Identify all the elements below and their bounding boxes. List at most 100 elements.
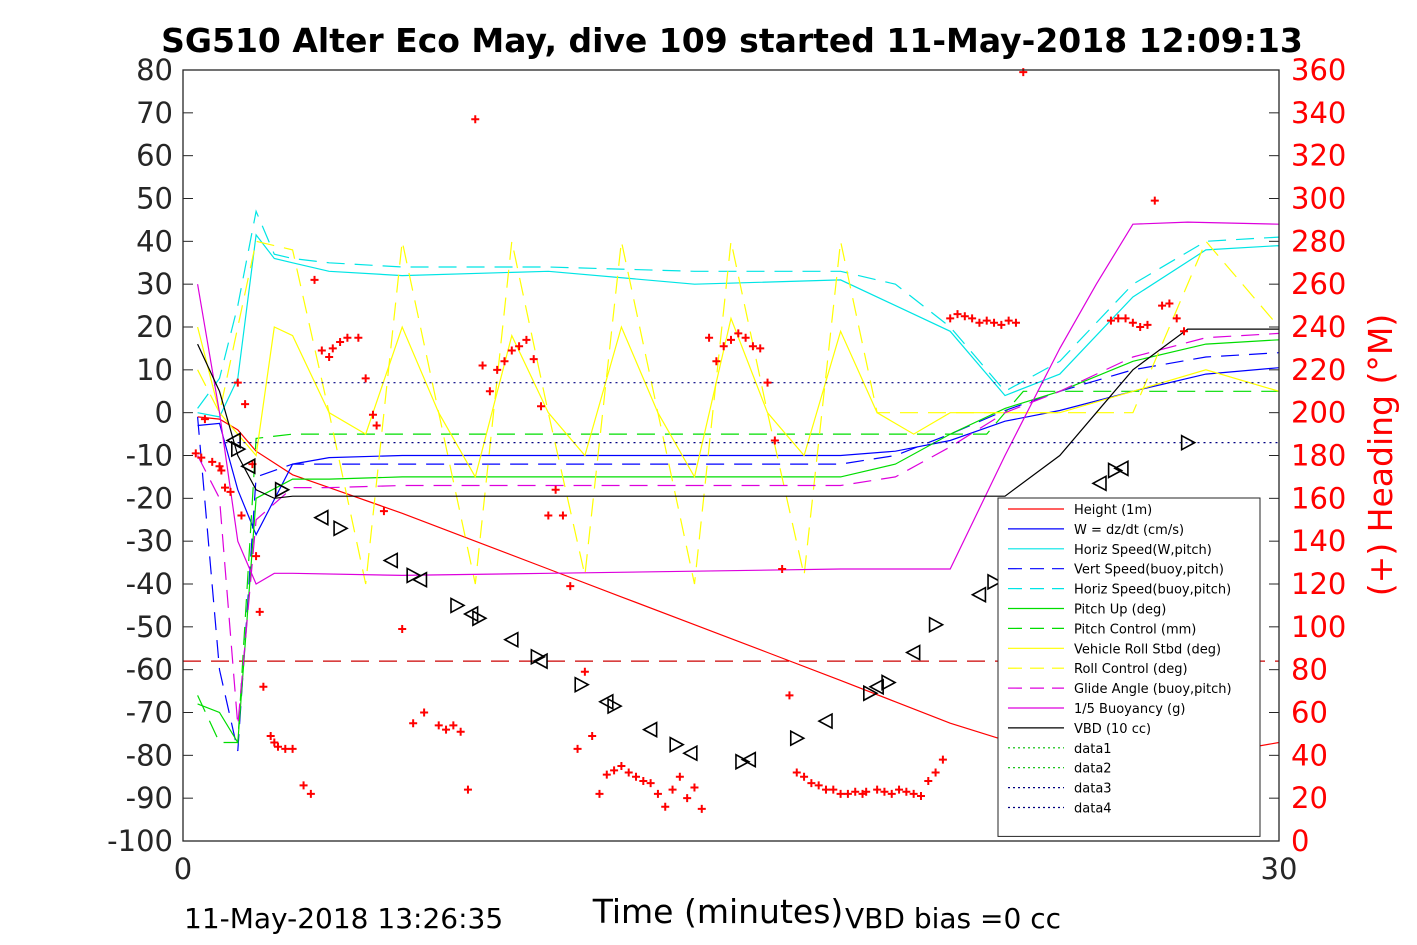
heading-point xyxy=(778,565,787,574)
heading-point xyxy=(851,787,860,796)
legend-entry: data3 xyxy=(1074,782,1112,797)
y-tick-label: -70 xyxy=(126,696,173,730)
dive-marker xyxy=(1091,475,1107,492)
heading-point xyxy=(843,789,852,798)
series-1-5-buoyancy-g xyxy=(197,221,1279,585)
heading-point xyxy=(653,789,662,798)
heading-point xyxy=(200,415,209,424)
heading-point xyxy=(931,768,940,777)
heading-point xyxy=(807,779,816,788)
heading-point xyxy=(975,318,984,327)
heading-point xyxy=(836,789,845,798)
y-tick-label: 60 xyxy=(136,139,173,173)
legend-entry: Glide Angle (buoy,pitch) xyxy=(1074,682,1232,697)
heading-point xyxy=(493,365,502,374)
right-y-tick-label: 200 xyxy=(1291,396,1346,430)
heading-point xyxy=(968,314,977,323)
right-y-tick-label: 220 xyxy=(1291,353,1346,387)
y-tick-label: 0 xyxy=(155,396,173,430)
heading-point xyxy=(328,344,337,353)
heading-point xyxy=(191,449,200,458)
heading-point xyxy=(1136,323,1145,331)
heading-point xyxy=(675,772,684,781)
heading-point xyxy=(1180,327,1189,336)
heading-point xyxy=(800,772,809,781)
heading-point xyxy=(522,335,531,344)
heading-point xyxy=(1106,316,1115,325)
dive-marker xyxy=(740,751,757,768)
dive-marker xyxy=(313,509,329,526)
heading-point xyxy=(924,777,933,786)
left-y-axis: 80 70 60 50 40 30 20 10 0 -10 -20 -30 -40 -50 -60 -70 -8… xyxy=(107,53,1279,858)
heading-point xyxy=(215,462,224,471)
dive-marker xyxy=(450,597,466,614)
heading-point xyxy=(226,487,235,496)
dive-marker xyxy=(532,652,548,670)
heading-point xyxy=(507,346,516,355)
dive-marker xyxy=(881,674,897,691)
dive-marker xyxy=(382,552,399,569)
heading-point xyxy=(617,762,626,771)
series-vbd-10-cc xyxy=(197,328,1279,499)
legend-entry: Pitch Control (mm) xyxy=(1074,622,1196,637)
chart-title: SG510 Alter Eco May, dive 109 started 11… xyxy=(161,21,1303,60)
heading-point xyxy=(573,744,582,753)
right-y-tick-label: 40 xyxy=(1291,738,1328,772)
dive-marker xyxy=(333,519,349,537)
heading-point xyxy=(336,337,345,346)
heading-point xyxy=(734,329,743,338)
heading-point xyxy=(310,275,319,284)
right-y-tick-label: 260 xyxy=(1291,267,1346,301)
heading-point xyxy=(252,552,261,561)
heading-point xyxy=(449,721,458,730)
y-tick-label: 70 xyxy=(136,96,173,130)
heading-point xyxy=(478,361,487,370)
right-y-tick-label: 0 xyxy=(1291,824,1309,858)
heading-point xyxy=(420,708,429,717)
heading-point xyxy=(756,344,765,353)
heading-point xyxy=(409,719,418,728)
right-y-tick-label: 180 xyxy=(1291,439,1346,473)
heading-point xyxy=(566,582,575,591)
heading-point xyxy=(434,721,443,730)
legend-entry: Vehicle Roll Stbd (deg) xyxy=(1074,642,1221,657)
y-tick-label: 40 xyxy=(136,224,173,258)
legend-entry: 1/5 Buoyancy (g) xyxy=(1074,702,1185,717)
heading-point xyxy=(1143,320,1152,329)
y-tick-label: 30 xyxy=(136,267,173,301)
plot-area xyxy=(183,209,1279,761)
right-y-tick-label: 80 xyxy=(1291,653,1328,687)
y-tick-label: -60 xyxy=(126,653,173,687)
y-tick-label: 50 xyxy=(136,182,173,216)
x-axis: 0 30 xyxy=(174,831,1297,886)
heading-point xyxy=(1150,196,1159,205)
dive-marker xyxy=(987,573,1003,591)
dive-marker xyxy=(462,605,479,623)
dive-marker xyxy=(682,744,698,762)
heading-point xyxy=(372,421,381,430)
heading-point xyxy=(456,727,465,736)
heading-point xyxy=(259,682,268,691)
y-tick-label: -40 xyxy=(126,567,173,601)
heading-point xyxy=(712,357,721,366)
dive-marker xyxy=(1180,434,1197,451)
x-tick-label: 0 xyxy=(174,852,192,886)
heading-point xyxy=(317,346,326,355)
dive-marker xyxy=(863,684,879,702)
heading-point xyxy=(646,779,655,788)
heading-point xyxy=(982,316,991,325)
dive-marker xyxy=(669,736,685,753)
heading-point xyxy=(938,755,947,764)
heading-point xyxy=(661,802,670,811)
dive-marker xyxy=(735,753,751,771)
legend-entry: Pitch Up (deg) xyxy=(1074,603,1166,618)
heading-point xyxy=(515,342,524,351)
dive-marker xyxy=(817,712,833,730)
heading-point xyxy=(354,333,363,342)
dive-marker xyxy=(904,644,921,661)
right-y-tick-label: 320 xyxy=(1291,139,1346,173)
heading-point xyxy=(368,410,377,419)
legend-entry: data4 xyxy=(1074,802,1112,817)
heading-point xyxy=(255,607,264,616)
